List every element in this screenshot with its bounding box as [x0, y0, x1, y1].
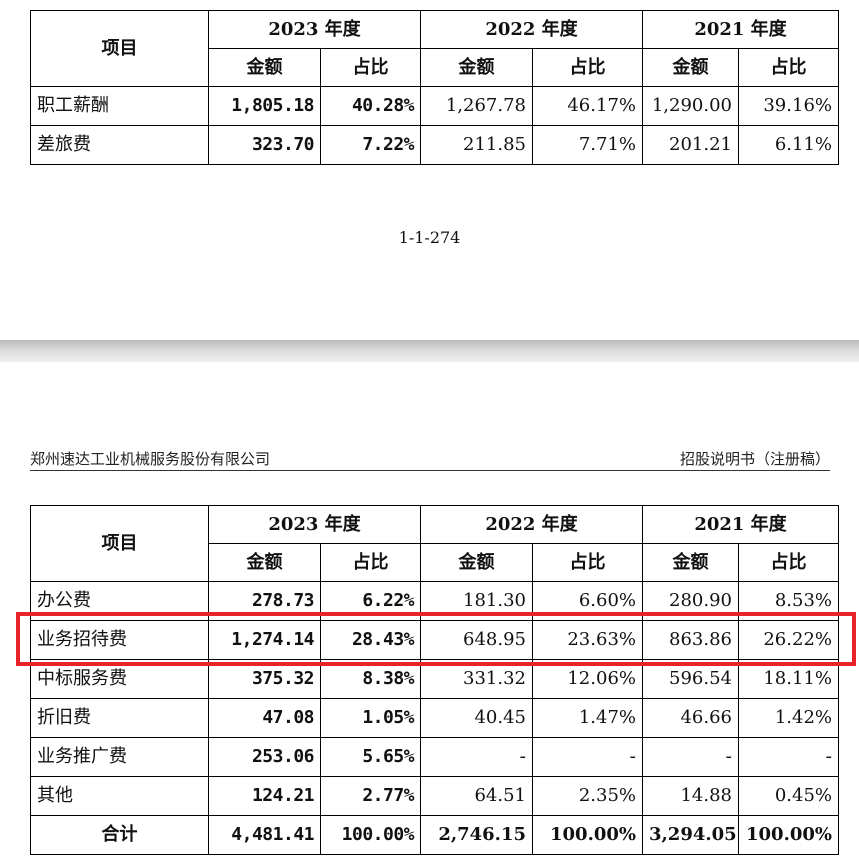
- amount-2022: 331.32: [420, 659, 533, 699]
- header-item: 项目: [30, 10, 209, 87]
- total-amount-2022: 2,746.15: [420, 815, 533, 855]
- amount-2023: 278.73: [208, 581, 321, 621]
- row-label: 业务推广费: [30, 737, 209, 777]
- amount-2023: 124.21: [208, 776, 321, 816]
- ratio-2023: 40.28%: [320, 86, 421, 126]
- page-separator: [0, 340, 859, 362]
- header-year-2022: 2022 年度: [420, 10, 643, 49]
- ratio-2021: 26.22%: [738, 620, 839, 660]
- ratio-2022: 2.35%: [532, 776, 643, 816]
- header-ratio: 占比: [738, 543, 839, 582]
- header-ratio: 占比: [320, 48, 421, 87]
- ratio-2021: 1.42%: [738, 698, 839, 738]
- table-row: 职工薪酬 1,805.18 40.28% 1,267.78 46.17% 1,2…: [30, 86, 839, 126]
- row-label: 中标服务费: [30, 659, 209, 699]
- header-amount: 金额: [642, 48, 739, 87]
- table-row-highlighted: 业务招待费 1,274.14 28.43% 648.95 23.63% 863.…: [30, 620, 839, 660]
- amount-2022: -: [420, 737, 533, 777]
- header-ratio: 占比: [320, 543, 421, 582]
- row-label: 折旧费: [30, 698, 209, 738]
- ratio-2021: 8.53%: [738, 581, 839, 621]
- company-name: 郑州速达工业机械服务股份有限公司: [30, 450, 271, 468]
- amount-2021: 280.90: [642, 581, 739, 621]
- page-number: 1-1-274: [398, 228, 461, 247]
- ratio-2021: 0.45%: [738, 776, 839, 816]
- amount-2023: 1,805.18: [208, 86, 321, 126]
- amount-2022: 181.30: [420, 581, 533, 621]
- document-type: 招股说明书（注册稿）: [679, 450, 830, 468]
- table-row: 折旧费 47.08 1.05% 40.45 1.47% 46.66 1.42%: [30, 698, 839, 738]
- header-amount: 金额: [208, 48, 321, 87]
- amount-2023: 253.06: [208, 737, 321, 777]
- amount-2021: -: [642, 737, 739, 777]
- total-amount-2023: 4,481.41: [208, 815, 321, 855]
- table-row: 中标服务费 375.32 8.38% 331.32 12.06% 596.54 …: [30, 659, 839, 699]
- header-amount: 金额: [420, 48, 533, 87]
- amount-2022: 648.95: [420, 620, 533, 660]
- expense-table-continued: 项目 2023 年度 2022 年度 2021 年度 金额 占比 金额 占比 金…: [30, 10, 839, 165]
- header-amount: 金额: [420, 543, 533, 582]
- amount-2022: 64.51: [420, 776, 533, 816]
- amount-2023: 323.70: [208, 125, 321, 165]
- total-ratio-2021: 100.00%: [738, 815, 839, 855]
- amount-2023: 375.32: [208, 659, 321, 699]
- amount-2022: 40.45: [420, 698, 533, 738]
- amount-2022: 211.85: [420, 125, 533, 165]
- ratio-2022: -: [532, 737, 643, 777]
- amount-2023: 47.08: [208, 698, 321, 738]
- ratio-2022: 23.63%: [532, 620, 643, 660]
- total-ratio-2022: 100.00%: [532, 815, 643, 855]
- row-label: 职工薪酬: [30, 86, 209, 126]
- ratio-2021: 39.16%: [738, 86, 839, 126]
- header-item: 项目: [30, 505, 209, 582]
- row-label: 其他: [30, 776, 209, 816]
- table-row-total: 合计 4,481.41 100.00% 2,746.15 100.00% 3,2…: [30, 815, 839, 855]
- header-year-2023: 2023 年度: [208, 10, 421, 49]
- amount-2022: 1,267.78: [420, 86, 533, 126]
- amount-2021: 46.66: [642, 698, 739, 738]
- header-ratio: 占比: [738, 48, 839, 87]
- ratio-2023: 5.65%: [320, 737, 421, 777]
- table-row: 其他 124.21 2.77% 64.51 2.35% 14.88 0.45%: [30, 776, 839, 816]
- header-amount: 金额: [642, 543, 739, 582]
- amount-2021: 201.21: [642, 125, 739, 165]
- table-row: 业务推广费 253.06 5.65% - - - -: [30, 737, 839, 777]
- ratio-2023: 8.38%: [320, 659, 421, 699]
- ratio-2023: 6.22%: [320, 581, 421, 621]
- header-year-2021: 2021 年度: [642, 505, 839, 544]
- amount-2021: 1,290.00: [642, 86, 739, 126]
- table-row: 办公费 278.73 6.22% 181.30 6.60% 280.90 8.5…: [30, 581, 839, 621]
- ratio-2022: 46.17%: [532, 86, 643, 126]
- amount-2023: 1,274.14: [208, 620, 321, 660]
- total-amount-2021: 3,294.05: [642, 815, 739, 855]
- document-header: 郑州速达工业机械服务股份有限公司 招股说明书（注册稿）: [30, 446, 830, 471]
- ratio-2023: 2.77%: [320, 776, 421, 816]
- row-label: 业务招待费: [30, 620, 209, 660]
- total-label: 合计: [30, 815, 209, 855]
- header-year-2023: 2023 年度: [208, 505, 421, 544]
- header-year-2021: 2021 年度: [642, 10, 839, 49]
- ratio-2022: 7.71%: [532, 125, 643, 165]
- total-ratio-2023: 100.00%: [320, 815, 421, 855]
- row-label: 差旅费: [30, 125, 209, 165]
- table-row: 差旅费 323.70 7.22% 211.85 7.71% 201.21 6.1…: [30, 125, 839, 165]
- ratio-2021: 6.11%: [738, 125, 839, 165]
- amount-2021: 863.86: [642, 620, 739, 660]
- header-amount: 金额: [208, 543, 321, 582]
- ratio-2022: 1.47%: [532, 698, 643, 738]
- header-year-2022: 2022 年度: [420, 505, 643, 544]
- ratio-2021: 18.11%: [738, 659, 839, 699]
- header-ratio: 占比: [532, 48, 643, 87]
- row-label: 办公费: [30, 581, 209, 621]
- ratio-2022: 6.60%: [532, 581, 643, 621]
- header-ratio: 占比: [532, 543, 643, 582]
- ratio-2021: -: [738, 737, 839, 777]
- ratio-2023: 1.05%: [320, 698, 421, 738]
- expense-table: 项目 2023 年度 2022 年度 2021 年度 金额 占比 金额 占比 金…: [30, 505, 839, 855]
- amount-2021: 596.54: [642, 659, 739, 699]
- ratio-2022: 12.06%: [532, 659, 643, 699]
- amount-2021: 14.88: [642, 776, 739, 816]
- ratio-2023: 28.43%: [320, 620, 421, 660]
- ratio-2023: 7.22%: [320, 125, 421, 165]
